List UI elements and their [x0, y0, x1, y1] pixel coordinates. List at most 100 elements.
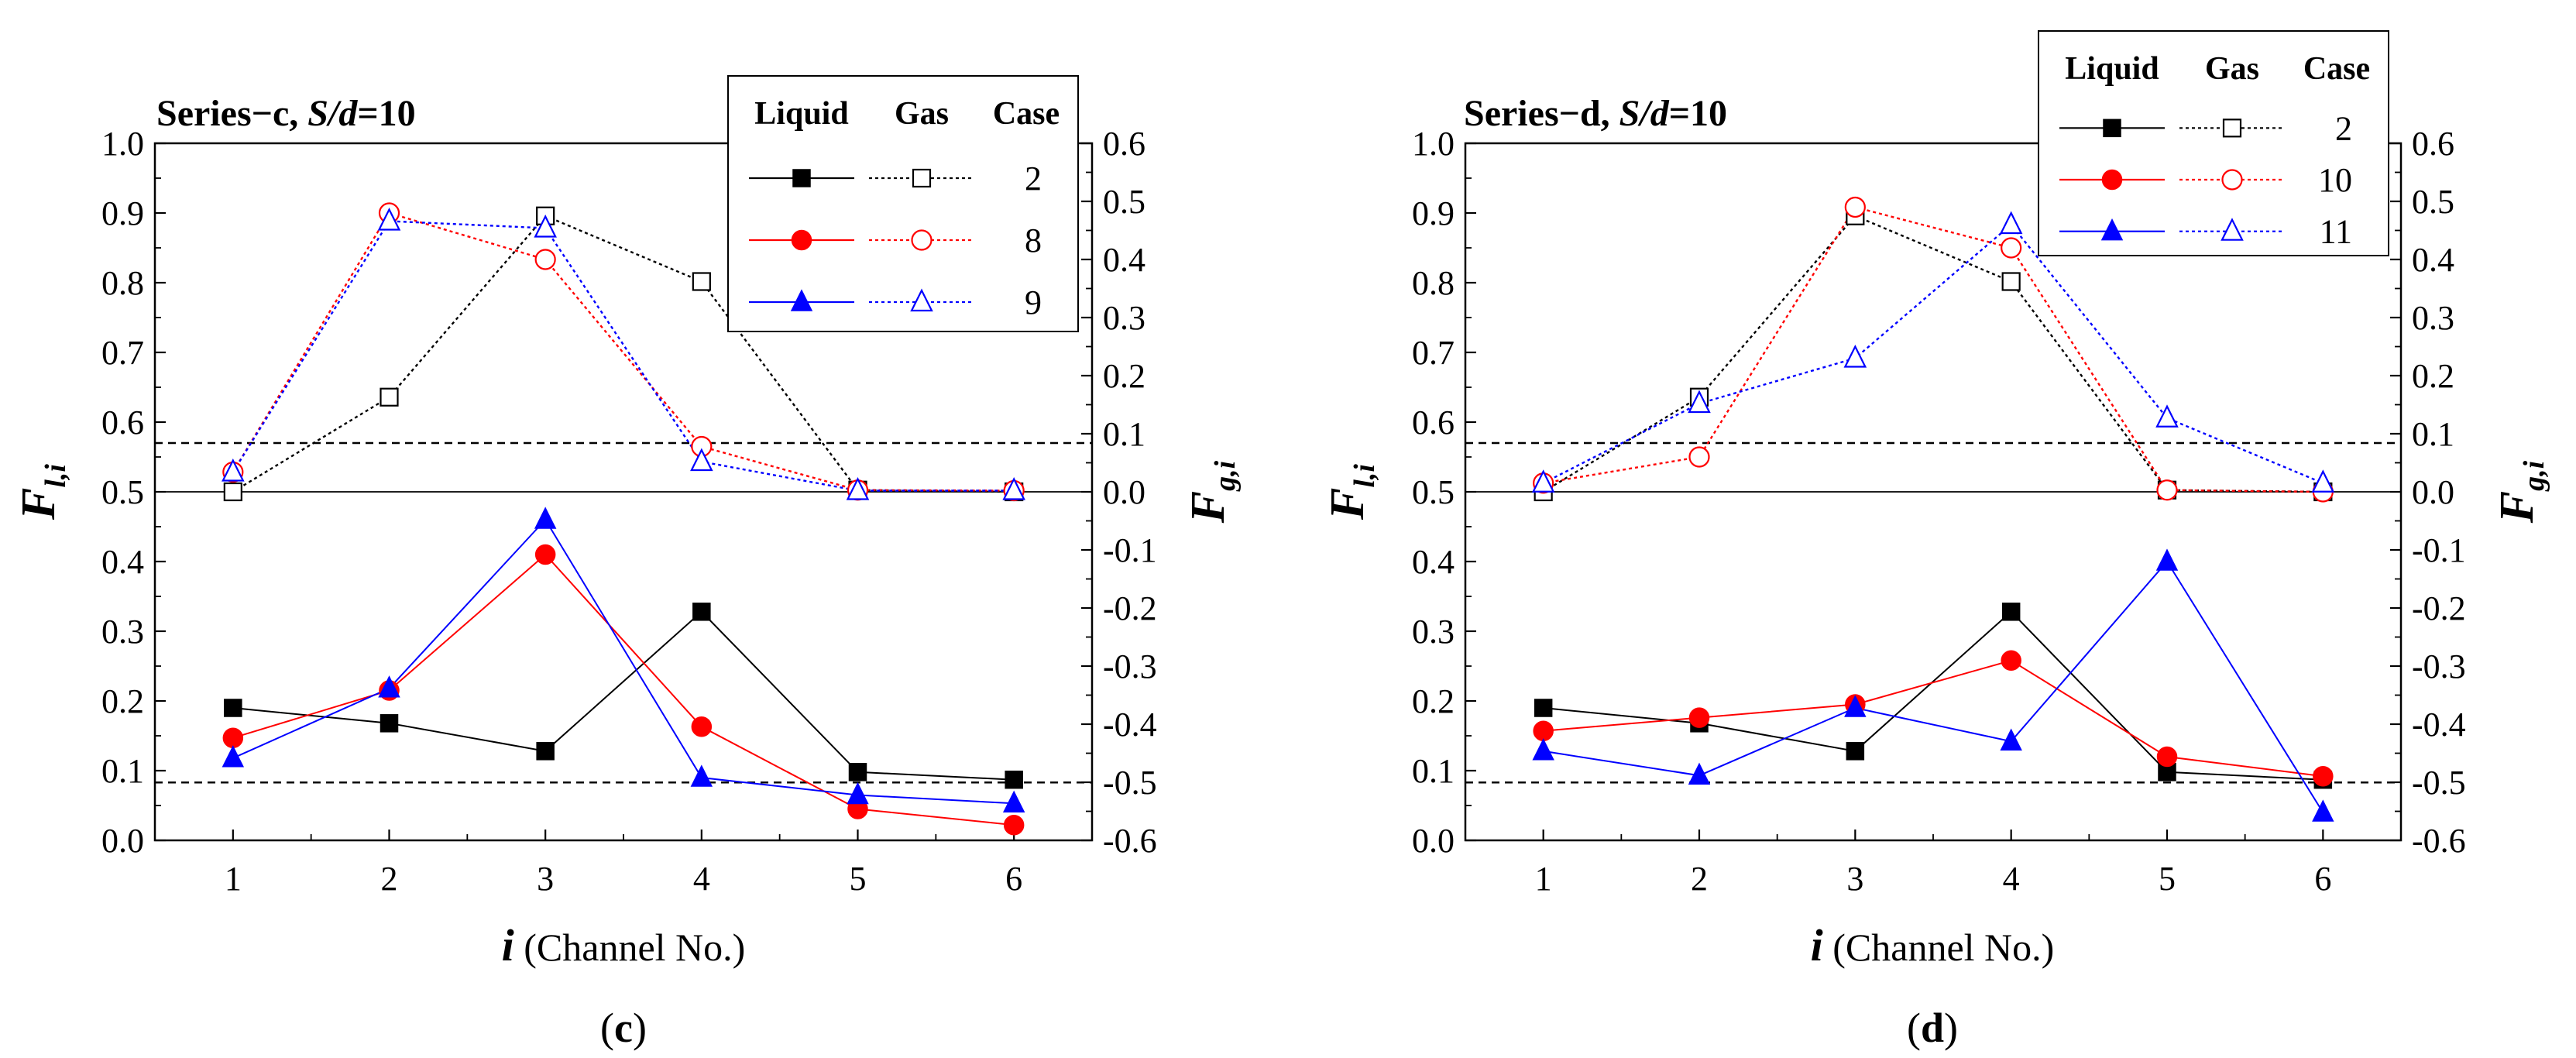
- liquid-series-line-case-2: [232, 610, 1015, 781]
- right-y-tick-label: -0.4: [1103, 706, 1157, 744]
- gas-point-case-2: [380, 387, 399, 407]
- right-y-axis-label: Fg,i: [2491, 460, 2550, 524]
- liquid-point-case-11: [1532, 738, 1554, 761]
- left-y-tick-label: 0.2: [101, 682, 144, 720]
- gas-series-line-case-10: [1543, 206, 2324, 493]
- liquid-point-case-11: [1844, 695, 1867, 717]
- left-y-axis-label-main: F: [12, 488, 65, 520]
- panel-label-letter: d: [1921, 1005, 1944, 1051]
- gas-point-case-9: [534, 215, 557, 238]
- x-tick-label: 5: [850, 860, 867, 898]
- gas-point-case-8: [534, 249, 556, 270]
- legend-gas-marker-case-2: [912, 168, 932, 188]
- right-y-tick-label: -0.6: [2412, 822, 2466, 860]
- x-axis-label-var: i: [502, 920, 514, 970]
- right-y-tick-label: 0.3: [2412, 299, 2454, 337]
- left-y-axis-label: Fl,i: [1321, 464, 1381, 520]
- legend-liquid-marker-case-10: [2101, 169, 2123, 191]
- x-tick-label: 2: [381, 860, 398, 898]
- legend-gas-marker-case-10: [2221, 169, 2243, 191]
- liquid-point-case-10: [1688, 707, 1710, 728]
- right-y-axis-label-sub: g,i: [1209, 460, 1242, 492]
- x-tick-label: 4: [2003, 860, 2020, 898]
- x-axis-label-rest: (Channel No.): [1823, 926, 2055, 969]
- left-y-tick-label: 1.0: [101, 125, 144, 163]
- liquid-point-case-9: [378, 675, 400, 698]
- gas-point-case-11: [1999, 211, 2023, 235]
- right-y-tick-label: 0.1: [1103, 415, 1145, 453]
- legend-header-case: Case: [2303, 51, 2370, 87]
- legend-case-label: 8: [1025, 222, 1042, 259]
- legend-header-case: Case: [993, 96, 1060, 132]
- liquid-point-case-10: [2313, 765, 2334, 787]
- legend-gas-marker-case-8: [911, 229, 933, 251]
- left-y-tick-label: 0.7: [1412, 334, 1455, 372]
- chart-title-suffix: =10: [357, 93, 415, 134]
- liquid-series-line-case-11: [1543, 560, 2324, 813]
- left-y-tick-label: 1.0: [1412, 125, 1455, 163]
- x-tick-label: 5: [2159, 860, 2176, 898]
- x-tick-label: 1: [225, 860, 242, 898]
- liquid-point-case-2: [848, 763, 867, 781]
- right-y-tick-label: 0.1: [2412, 415, 2454, 453]
- gas-point-case-9: [690, 448, 713, 472]
- liquid-point-case-2: [1846, 742, 1865, 761]
- liquid-point-case-11: [2312, 799, 2334, 822]
- x-tick-label: 3: [537, 860, 554, 898]
- right-y-tick-label: -0.2: [2412, 589, 2466, 627]
- legend-frame: [727, 75, 1079, 332]
- left-y-tick-label: 0.0: [1412, 822, 1455, 860]
- liquid-point-case-10: [1533, 720, 1554, 741]
- right-y-axis-label-sub: g,i: [2518, 460, 2550, 492]
- right-y-tick-label: -0.5: [2412, 764, 2466, 802]
- legend-case-label: 10: [2318, 161, 2352, 199]
- gas-point-case-11: [2155, 404, 2179, 428]
- panel-label-close: ): [1944, 1005, 1958, 1051]
- legend-frame: [2038, 30, 2389, 256]
- liquid-point-case-10: [2001, 650, 2021, 672]
- liquid-point-case-2: [1534, 699, 1553, 717]
- gas-point-case-2: [223, 482, 242, 502]
- x-tick-label: 6: [1005, 860, 1022, 898]
- left-y-tick-label: 0.6: [1412, 404, 1455, 441]
- left-y-tick-label: 0.5: [1412, 473, 1455, 511]
- x-tick-label: 2: [1691, 860, 1708, 898]
- left-y-tick-label: 0.1: [101, 752, 144, 790]
- gas-point-case-9: [846, 477, 870, 500]
- liquid-point-case-9: [847, 781, 869, 805]
- gas-point-case-10: [1688, 446, 1710, 468]
- chart-panel-d: 0.0 0.1 0.2 0.3 0.4 0.5 0.6 0.7 0.8 0.9 1.0 -0.6 -0.…: [1321, 30, 2550, 1051]
- gas-point-case-2: [2001, 272, 2021, 291]
- right-y-tick-label: 0.2: [2412, 357, 2454, 395]
- left-y-tick-label: 0.6: [101, 404, 144, 441]
- chart-title-prefix: Series−d,: [1464, 93, 1619, 134]
- left-y-axis-label: Fl,i: [12, 464, 72, 520]
- x-tick-label: 6: [2314, 860, 2331, 898]
- right-y-tick-label: 0.5: [2412, 183, 2454, 221]
- gas-point-case-9: [1002, 477, 1025, 500]
- right-y-tick-label: 0.0: [2412, 473, 2454, 511]
- legend-header-gas: Gas: [2205, 51, 2259, 87]
- x-tick-label: 3: [1846, 860, 1863, 898]
- right-y-axis-label-main: F: [1182, 491, 1235, 524]
- gas-point-case-10: [1844, 196, 1866, 218]
- right-y-tick-label: -0.5: [1103, 764, 1157, 802]
- legend-liquid-marker-case-2: [792, 169, 811, 187]
- liquid-point-case-11: [2000, 728, 2022, 751]
- chart-title-ratio: S/d: [1619, 93, 1670, 134]
- right-y-tick-label: 0.4: [2412, 241, 2454, 279]
- legend-case-label: 2: [1025, 160, 1042, 198]
- right-y-tick-label: 0.6: [2412, 125, 2454, 163]
- legend-gas-marker-case-11: [2221, 218, 2244, 241]
- left-y-tick-label: 0.9: [1412, 194, 1455, 232]
- gas-point-case-11: [1843, 345, 1867, 368]
- left-y-tick-label: 0.4: [101, 543, 144, 581]
- panel-label: (c): [600, 1005, 647, 1051]
- liquid-point-case-10: [2156, 746, 2178, 768]
- left-y-tick-label: 0.1: [1412, 752, 1455, 790]
- right-y-tick-label: 0.5: [1103, 183, 1145, 221]
- panel-label: (d): [1907, 1005, 1958, 1051]
- liquid-point-case-8: [222, 727, 244, 748]
- gas-series-line-case-11: [1543, 223, 2324, 484]
